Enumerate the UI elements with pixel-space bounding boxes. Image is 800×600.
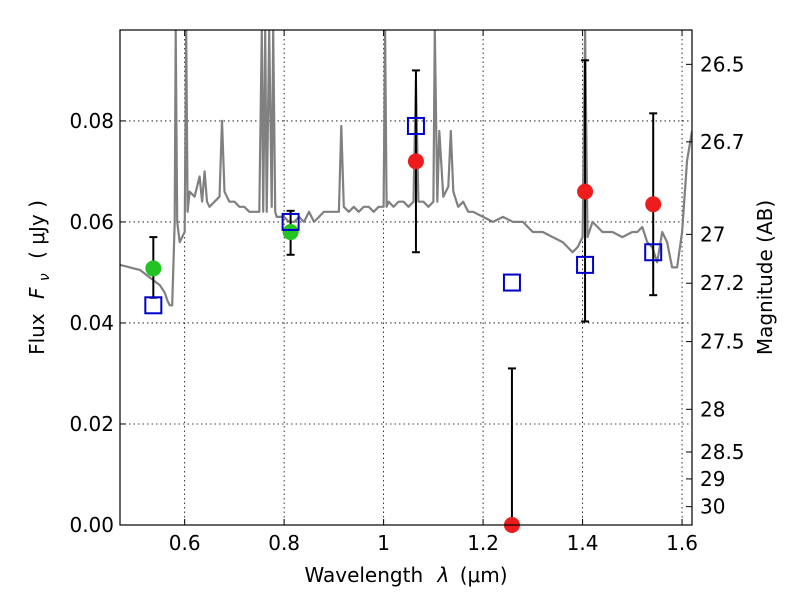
- y-tick-label: 0.08: [69, 109, 114, 133]
- x-axis-title-symbol: λ: [437, 563, 450, 587]
- observed-point: [645, 196, 662, 213]
- plot-frame: [119, 29, 693, 526]
- magnitude-tick-label: 29: [700, 467, 725, 491]
- y-tick-label: 0.00: [69, 513, 114, 537]
- magnitude-axis-title: Magnitude (AB): [753, 200, 777, 355]
- y-axis-title-unit: ( μJy ): [25, 200, 49, 259]
- observed-point: [407, 153, 424, 170]
- y-ticks: 0.00 0.02 0.04 0.06 0.08: [69, 109, 126, 537]
- y-tick-label: 0.04: [69, 311, 114, 335]
- observed-point: [282, 224, 299, 241]
- y-tick-label: 0.02: [69, 412, 114, 436]
- model-sed-line: [120, 30, 692, 307]
- x-tick-label: 1.4: [567, 531, 599, 555]
- magnitude-tick-label: 26.5: [700, 52, 745, 76]
- model-square: [281, 212, 300, 231]
- observed-point: [577, 183, 594, 200]
- x-tick-label: 1.2: [467, 531, 499, 555]
- x-axis-title: Wavelength λ (μm): [304, 563, 507, 587]
- model-photometry-squares: [144, 116, 663, 315]
- magnitude-tick-label: 28: [700, 397, 725, 421]
- magnitude-tick-label: 26.7: [700, 130, 745, 154]
- model-sed-path: [120, 30, 692, 307]
- x-tick-label: 1.6: [666, 531, 698, 555]
- magnitude-tick-label: 27: [700, 222, 725, 246]
- x-tick-label: 1: [377, 531, 390, 555]
- y-axis-title-prefix: Flux: [25, 313, 49, 355]
- y-axis-title-symbol: F: [25, 287, 49, 299]
- model-square: [576, 255, 595, 274]
- model-square: [144, 296, 163, 315]
- x-tick-label: 0.6: [169, 531, 201, 555]
- y-tick-label: 0.06: [69, 210, 114, 234]
- model-square: [502, 273, 521, 292]
- magnitude-ticks: 26.5 26.7 27 27.2 27.5 28 28.5 29 30: [686, 52, 745, 519]
- magnitude-tick-label: 27.5: [700, 330, 745, 354]
- y-axis-title: Flux F ν ( μJy ): [25, 200, 54, 355]
- observed-points: [145, 153, 662, 533]
- magnitude-tick-label: 28.5: [700, 440, 745, 464]
- x-ticks: 0.6 0.8 1 1.2 1.4 1.6: [169, 30, 698, 555]
- y-axis-title-subscript: ν: [37, 273, 53, 281]
- x-tick-label: 0.8: [268, 531, 300, 555]
- model-square: [644, 243, 663, 262]
- magnitude-tick-label: 30: [700, 495, 725, 519]
- x-axis-title-prefix: Wavelength: [304, 563, 423, 587]
- x-axis-title-unit: (μm): [460, 563, 508, 587]
- magnitude-tick-label: 27.2: [700, 271, 745, 295]
- observed-point: [145, 260, 162, 277]
- grid: [120, 30, 692, 525]
- model-square: [406, 116, 425, 135]
- error-bars: [149, 59, 658, 525]
